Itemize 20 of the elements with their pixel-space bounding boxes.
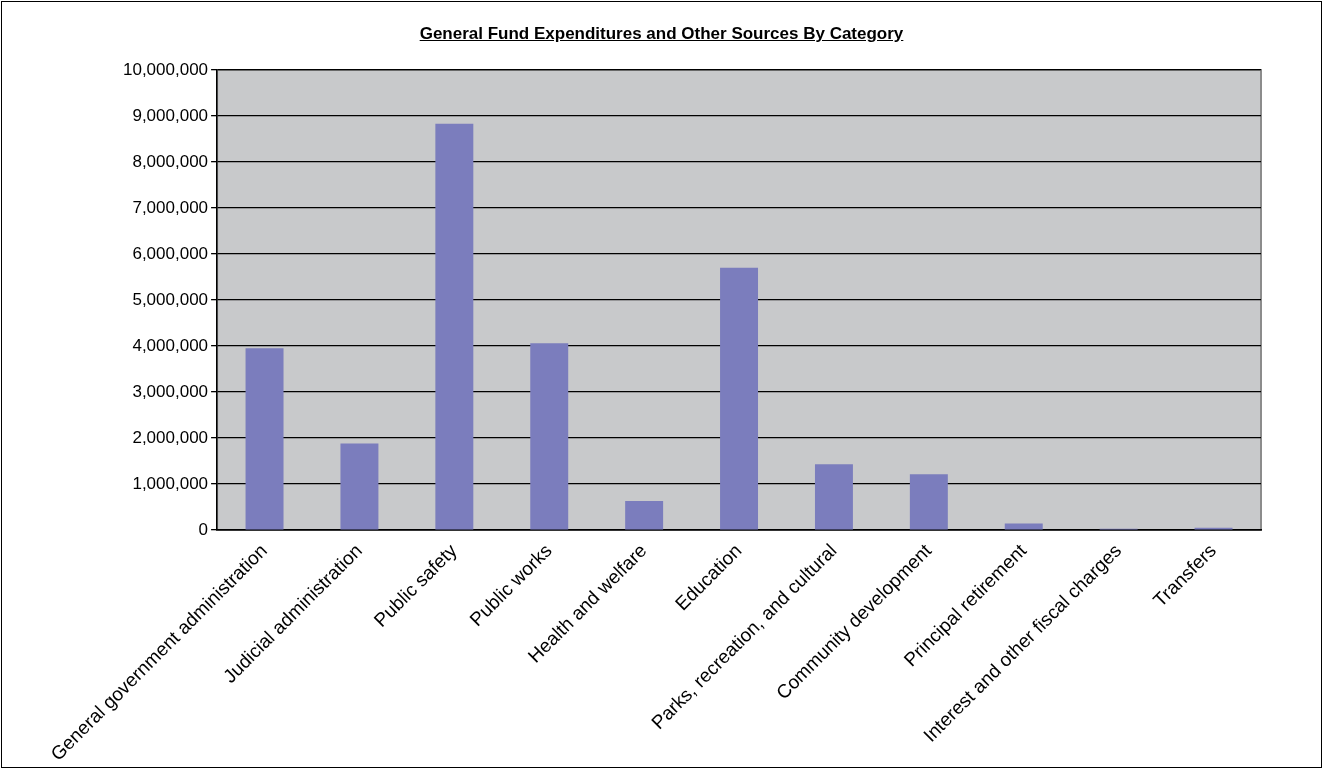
y-tick-label: 10,000,000 bbox=[122, 59, 209, 79]
chart-title: General Fund Expenditures and Other Sources By Category bbox=[418, 24, 905, 44]
y-tick-label: 7,000,000 bbox=[132, 197, 209, 217]
bar bbox=[909, 474, 948, 530]
y-tick-label: 6,000,000 bbox=[132, 243, 209, 263]
y-tick-label: 2,000,000 bbox=[132, 427, 209, 447]
y-tick-label: 8,000,000 bbox=[132, 151, 209, 171]
y-tick-label: 5,000,000 bbox=[132, 289, 209, 309]
y-tick-label: 3,000,000 bbox=[132, 381, 209, 401]
y-tick-label: 1,000,000 bbox=[132, 473, 209, 493]
y-tick-label: 9,000,000 bbox=[132, 105, 209, 125]
y-tick-label: 4,000,000 bbox=[132, 335, 209, 355]
bar bbox=[625, 501, 664, 530]
bar bbox=[435, 123, 474, 530]
bar bbox=[340, 443, 379, 530]
bar bbox=[530, 343, 569, 530]
bar bbox=[720, 267, 759, 530]
y-tick-label: 0 bbox=[198, 519, 209, 539]
bar bbox=[814, 464, 853, 530]
bar bbox=[245, 348, 284, 530]
